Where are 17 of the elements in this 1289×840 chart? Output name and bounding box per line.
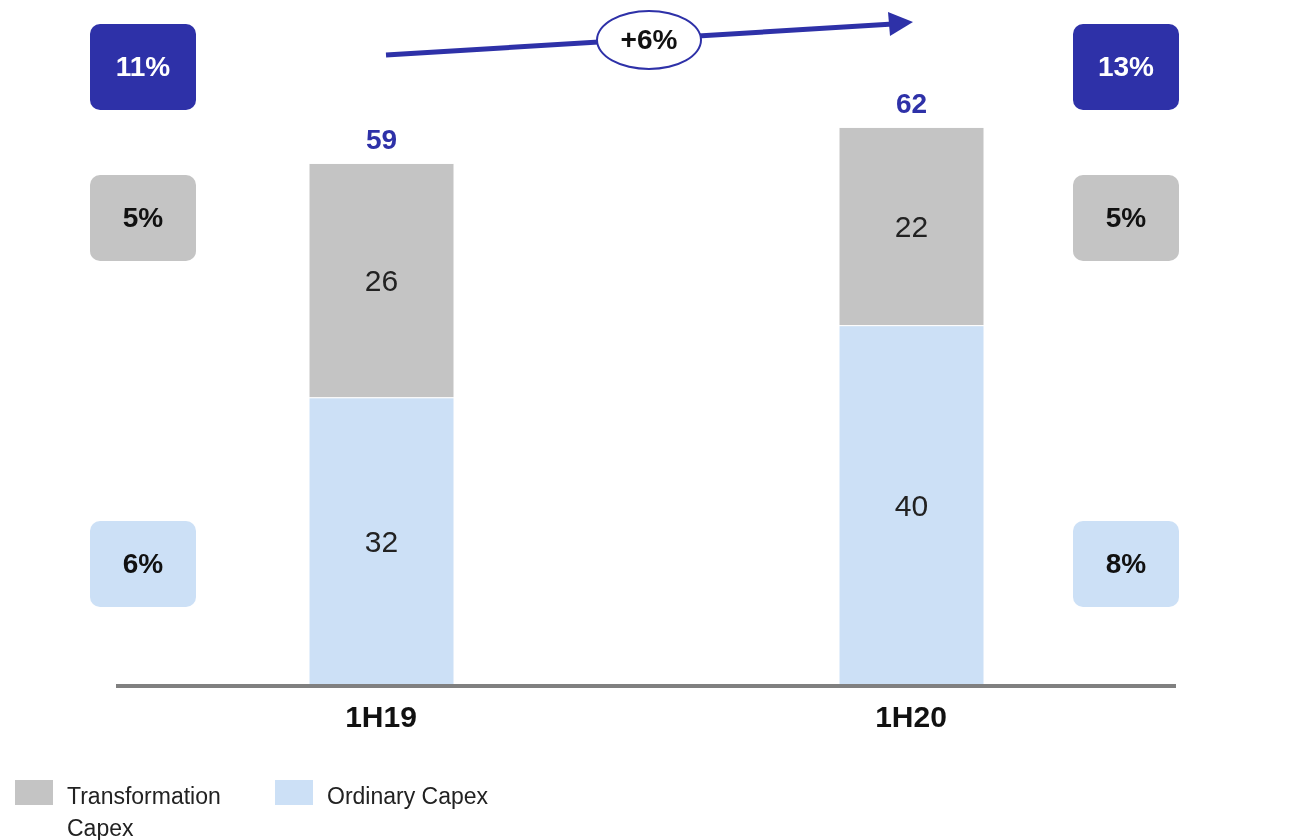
total-label: 59 bbox=[365, 124, 398, 156]
annotation: 5% bbox=[1073, 175, 1179, 261]
text: 13% bbox=[1073, 24, 1179, 110]
x-tick-label: 1H20 bbox=[875, 700, 947, 734]
data-label: 26 bbox=[364, 264, 399, 298]
annotation: 8% bbox=[1073, 521, 1179, 607]
annotation: 6% bbox=[90, 521, 196, 607]
data-label: 32 bbox=[364, 525, 399, 559]
legend-label: Ordinary Capex bbox=[327, 782, 490, 811]
data-label: 22 bbox=[894, 210, 929, 244]
text: +6% bbox=[596, 10, 702, 70]
legend-label: Transformation Capex bbox=[67, 782, 222, 840]
annotation: 5% bbox=[90, 175, 196, 261]
total-label: 62 bbox=[895, 88, 928, 120]
data-label: 40 bbox=[894, 489, 929, 523]
text: 11% bbox=[90, 24, 196, 110]
x-tick-label: 1H19 bbox=[345, 700, 417, 734]
